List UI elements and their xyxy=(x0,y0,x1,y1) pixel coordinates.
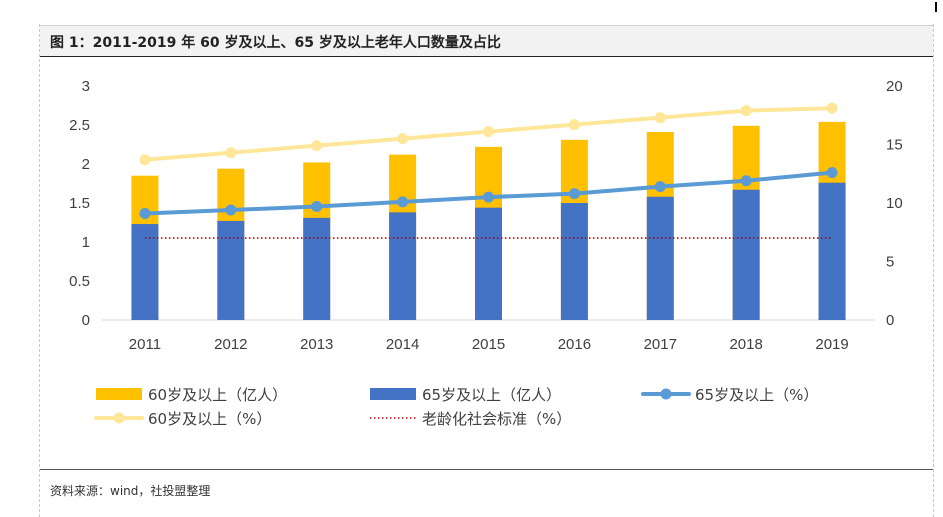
x-tick-2011: 2011 xyxy=(129,336,161,353)
line-layer xyxy=(139,102,838,239)
legend: 60岁及以上（亿人） 65岁及以上（亿人） 65岁及以上（%） 60岁及以上（%） 老龄… xyxy=(94,386,818,428)
point-65-pct-2016 xyxy=(568,188,580,200)
point-65-pct-2011 xyxy=(139,208,151,220)
point-65-pct-2012 xyxy=(225,204,237,216)
point-60-pct-2011 xyxy=(139,154,151,166)
legend-label-60-count: 60岁及以上（亿人） xyxy=(148,386,287,404)
legend-label-standard: 老龄化社会标准（%） xyxy=(422,410,571,428)
legend-marker-60-pct xyxy=(113,412,125,424)
point-60-pct-2016 xyxy=(568,119,580,131)
point-60-pct-2015 xyxy=(483,126,494,138)
x-tick-2018: 2018 xyxy=(729,336,762,353)
point-65-pct-2013 xyxy=(311,201,323,213)
x-tick-2012: 2012 xyxy=(214,336,247,353)
point-65-pct-2017 xyxy=(654,181,666,193)
y-left-tick: 2.5 xyxy=(69,117,90,134)
point-65-pct-2018 xyxy=(740,175,752,187)
bar-65-2012 xyxy=(217,220,245,320)
bar-65-2019 xyxy=(818,182,846,320)
bar-65-2018 xyxy=(732,189,760,320)
point-60-pct-2014 xyxy=(397,133,409,145)
x-tick-2013: 2013 xyxy=(300,336,333,353)
point-60-pct-2017 xyxy=(654,112,666,124)
edge-mark xyxy=(935,2,937,12)
x-tick-2014: 2014 xyxy=(386,336,419,353)
bar-65-2013 xyxy=(303,217,331,320)
bar-65-2011 xyxy=(131,224,159,320)
point-60-pct-2013 xyxy=(311,140,323,152)
bar-65-2016 xyxy=(560,203,588,320)
y-right-tick: 15 xyxy=(886,137,903,154)
y-left-tick: 0 xyxy=(82,312,90,329)
legend-swatch-60-count xyxy=(96,388,142,400)
point-60-pct-2018 xyxy=(740,105,752,117)
y-left-tick: 1.5 xyxy=(69,195,90,212)
chart-title: 图 1：2011-2019 年 60 岁及以上、65 岁及以上老年人口数量及占比 xyxy=(50,35,501,51)
x-tick-2016: 2016 xyxy=(558,336,591,353)
y-left-tick: 2 xyxy=(82,156,90,173)
legend-label-65-pct: 65岁及以上（%） xyxy=(695,386,818,404)
y-right-tick: 20 xyxy=(886,78,903,95)
legend-label-60-pct: 60岁及以上（%） xyxy=(148,410,271,428)
legend-label-65-count: 65岁及以上（亿人） xyxy=(422,386,561,404)
legend-swatch-65-count xyxy=(370,388,416,400)
y-right-tick: 0 xyxy=(886,312,894,329)
point-65-pct-2015 xyxy=(483,191,494,203)
chart-frame xyxy=(39,24,934,517)
bar-65-2014 xyxy=(389,212,417,320)
x-tick-2019: 2019 xyxy=(815,336,848,353)
x-tick-2017: 2017 xyxy=(644,336,677,353)
y-left-tick: 1 xyxy=(82,234,90,251)
y-right-tick: 5 xyxy=(886,254,894,271)
y-left-tick: 3 xyxy=(82,78,90,95)
source-note: 资料来源：wind，社投盟整理 xyxy=(50,484,211,498)
bar-65-2015 xyxy=(475,207,502,320)
footer-rule xyxy=(40,469,933,470)
point-65-pct-2014 xyxy=(397,196,409,208)
tick-layer: 0 0.5 1 1.5 2 2.5 3 0 5 10 15 20 2011 2012 2013 2014 201… xyxy=(69,78,903,353)
bar-layer xyxy=(131,121,846,320)
point-65-pct-2019 xyxy=(826,167,838,179)
y-left-tick: 0.5 xyxy=(69,273,90,290)
point-60-pct-2012 xyxy=(225,147,237,159)
legend-marker-65-pct xyxy=(660,388,672,400)
y-right-tick: 10 xyxy=(886,195,903,212)
x-tick-2015: 2015 xyxy=(472,336,505,353)
point-60-pct-2019 xyxy=(826,102,838,114)
bar-65-2017 xyxy=(646,196,674,320)
title-bar: 图 1：2011-2019 年 60 岁及以上、65 岁及以上老年人口数量及占比 xyxy=(40,25,933,57)
